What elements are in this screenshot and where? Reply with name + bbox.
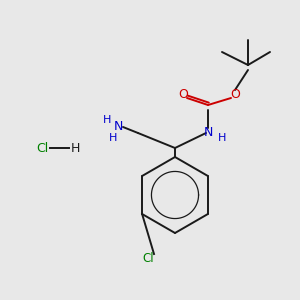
Text: O: O — [230, 88, 240, 101]
Text: H: H — [103, 115, 111, 125]
Text: N: N — [113, 121, 123, 134]
Text: N: N — [203, 127, 213, 140]
Text: Cl: Cl — [142, 251, 154, 265]
Text: H: H — [70, 142, 80, 154]
Text: H: H — [109, 133, 117, 143]
Text: O: O — [178, 88, 188, 101]
Text: H: H — [218, 133, 226, 143]
Text: Cl: Cl — [36, 142, 48, 154]
